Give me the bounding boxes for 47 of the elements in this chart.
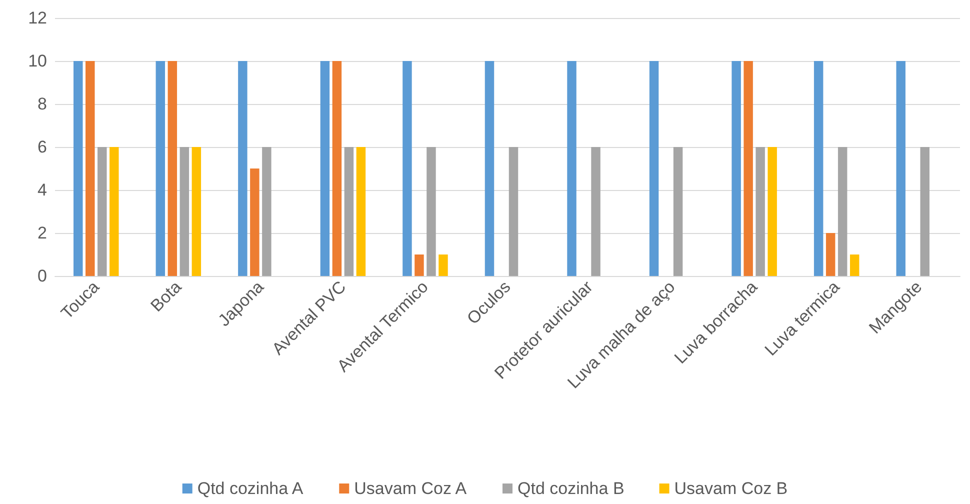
bar [356, 147, 366, 276]
legend-label: Qtd cozinha A [197, 479, 304, 498]
bar [344, 147, 354, 276]
bar [74, 61, 83, 276]
legend-label: Qtd cozinha B [518, 479, 624, 498]
bar [250, 168, 260, 276]
bar [814, 61, 824, 276]
bar [168, 61, 178, 276]
bar [826, 233, 836, 276]
y-tick-label: 10 [28, 52, 47, 70]
x-tick-label: Bota [146, 276, 186, 316]
bar [850, 254, 860, 276]
bar [744, 61, 753, 276]
bar [86, 61, 95, 276]
bar [180, 147, 190, 276]
bar [414, 254, 424, 276]
y-tick-label: 0 [38, 266, 47, 286]
bar [484, 61, 494, 276]
bar [438, 254, 448, 276]
bar [508, 147, 518, 276]
bar [920, 147, 930, 276]
bar [838, 147, 848, 276]
bar [567, 61, 576, 276]
y-tick-label: 4 [38, 180, 47, 200]
bar [732, 61, 741, 276]
legend-label: Usavam Coz A [354, 479, 468, 498]
bar [649, 61, 659, 276]
bar [156, 61, 166, 276]
y-tick-label: 12 [28, 8, 47, 28]
bar [332, 61, 342, 276]
y-tick-label: 2 [38, 224, 47, 242]
bar [756, 147, 765, 276]
y-tick-label: 8 [38, 94, 47, 114]
bar [110, 147, 119, 276]
bar [98, 147, 107, 276]
bar [896, 61, 906, 276]
bar [238, 61, 248, 276]
bar [402, 61, 412, 276]
legend-label: Usavam Coz B [674, 479, 788, 498]
bar [673, 147, 683, 276]
bar [426, 147, 436, 276]
bar [320, 61, 330, 276]
bar [192, 147, 202, 276]
bar [768, 147, 777, 276]
y-tick-label: 6 [38, 138, 47, 156]
bar [262, 147, 272, 276]
bar [591, 147, 600, 276]
